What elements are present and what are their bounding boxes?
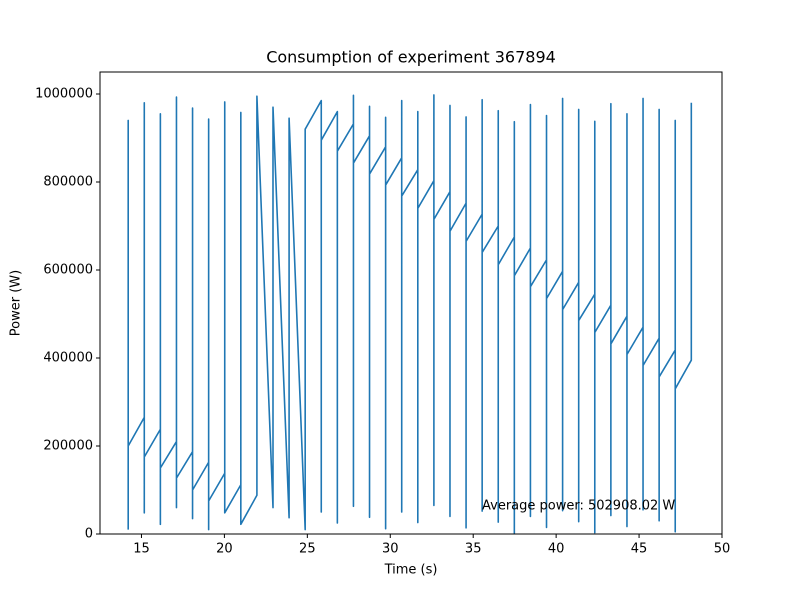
x-tick-label: 50 [714,542,731,557]
y-tick-label: 400000 [43,351,93,366]
x-tick-label: 45 [631,542,648,557]
data-line [127,94,693,534]
x-tick-label: 35 [465,542,482,557]
y-tick-label: 600000 [43,263,93,278]
x-tick-label: 20 [216,542,233,557]
y-tick-label: 800000 [43,175,93,190]
x-tick-label: 15 [133,542,150,557]
x-axis-label: Time (s) [384,563,438,578]
plot-area [100,72,722,534]
x-tick-label: 40 [548,542,565,557]
x-tick-label: 30 [382,542,399,557]
y-axis-label: Power (W) [9,270,24,336]
annotation: Average power: 502908.02 W [482,499,675,514]
chart-title: Consumption of experiment 367894 [266,48,556,67]
y-tick-label: 1000000 [35,87,93,102]
y-tick-label: 0 [85,527,93,542]
y-tick-label: 200000 [43,439,93,454]
axes-frame [99,71,723,535]
x-tick-label: 25 [299,542,316,557]
